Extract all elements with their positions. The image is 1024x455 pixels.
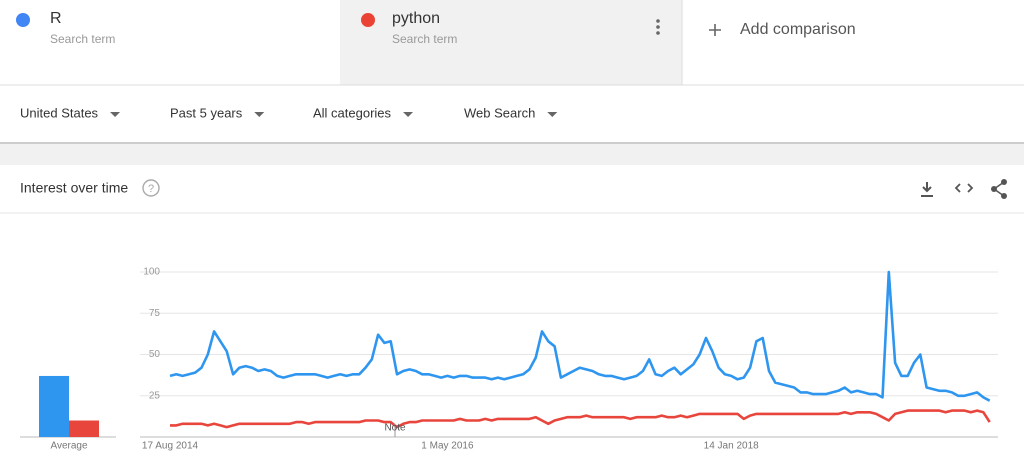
dropdown-arrow — [403, 112, 414, 117]
filter-label[interactable]: United States — [20, 105, 99, 120]
share-icon[interactable] — [991, 179, 1007, 199]
y-tick-label: 100 — [143, 267, 160, 278]
x-tick-label: 1 May 2016 — [421, 441, 474, 452]
term-name[interactable]: R — [50, 10, 62, 27]
filter-label[interactable]: Web Search — [464, 105, 535, 120]
term-label: Search term — [392, 32, 457, 46]
help-icon-glyph: ? — [148, 183, 154, 195]
filter-label[interactable]: All categories — [313, 105, 392, 120]
more-menu[interactable] — [656, 19, 660, 35]
add-comparison[interactable]: Add comparison — [740, 21, 856, 38]
average-bar — [69, 420, 99, 437]
x-tick-label: Average — [50, 441, 88, 452]
gap — [0, 144, 1024, 165]
filters: United States Past 5 years All categories W… — [20, 105, 558, 120]
term-label: Search term — [50, 32, 115, 46]
y-tick-label: 75 — [149, 308, 161, 319]
y-tick-label: 50 — [149, 349, 161, 360]
embed-icon[interactable] — [954, 183, 974, 193]
trend-line — [169, 270, 991, 402]
plus-icon[interactable] — [709, 24, 721, 36]
dropdown-arrow — [547, 112, 558, 117]
x-tick-label: 14 Jan 2018 — [704, 441, 759, 452]
annotation: Note — [384, 423, 406, 434]
average-bar — [39, 375, 69, 437]
help-icon[interactable] — [142, 179, 160, 197]
card-title: Interest over time — [20, 180, 128, 196]
term-name[interactable]: python — [392, 10, 440, 27]
trend-line — [170, 409, 991, 429]
dropdown-arrow — [254, 112, 265, 117]
filter-label[interactable]: Past 5 years — [170, 105, 243, 120]
x-tick-label: 17 Aug 2014 — [142, 441, 199, 452]
term-dot — [361, 13, 375, 27]
y-tick-label: 25 — [149, 390, 161, 401]
term-panel-active[interactable] — [340, 0, 682, 85]
term-dot — [16, 13, 30, 27]
download-icon[interactable] — [921, 182, 933, 197]
dropdown-arrow — [110, 112, 121, 117]
